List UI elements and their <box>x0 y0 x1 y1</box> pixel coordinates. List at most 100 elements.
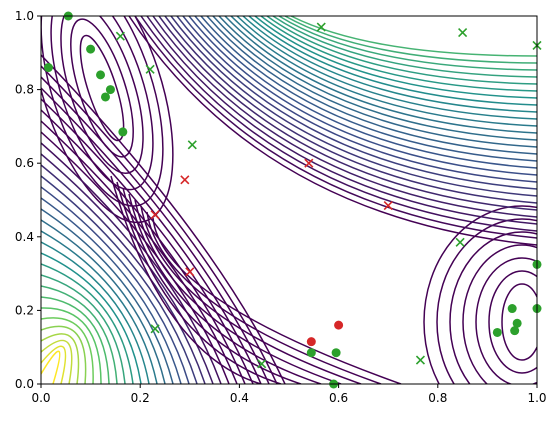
point <box>458 27 468 38</box>
contour-line <box>41 142 222 384</box>
plot-frame <box>40 15 538 385</box>
x-tick-label: 0.8 <box>428 391 447 405</box>
point <box>150 210 160 220</box>
point <box>150 324 160 334</box>
contour-line <box>41 252 142 384</box>
contour-line <box>248 16 537 106</box>
contour-line <box>41 120 238 384</box>
contour-line <box>41 274 126 384</box>
point <box>492 327 502 337</box>
contour-line <box>266 16 537 85</box>
contour-line <box>501 283 537 361</box>
contour-line <box>254 16 537 99</box>
contour-line <box>41 76 270 384</box>
contour-line <box>176 16 537 190</box>
y-tick-label: 0.2 <box>15 303 34 317</box>
contour-line <box>116 181 282 384</box>
contour-line <box>41 339 73 384</box>
point <box>512 318 522 328</box>
contour-line <box>41 164 206 384</box>
point <box>100 92 110 102</box>
point <box>118 127 128 137</box>
contour-line <box>128 193 322 384</box>
contour-line <box>41 325 87 384</box>
point <box>96 70 106 80</box>
contour-line <box>475 257 537 384</box>
y-tick-label: 0.8 <box>15 83 34 97</box>
contour-line <box>41 317 94 384</box>
y-tick-label: 1.0 <box>15 9 34 23</box>
contour-line <box>134 199 342 384</box>
contour-line <box>146 211 382 384</box>
contour-line <box>284 16 537 64</box>
contour-line <box>41 345 67 384</box>
contour-line <box>41 65 278 384</box>
point <box>316 22 326 32</box>
contour-line <box>122 187 302 384</box>
contour-line <box>146 16 537 225</box>
x-tick-label: 0.4 <box>230 391 249 405</box>
point <box>145 64 155 74</box>
point <box>86 44 96 54</box>
contour-line <box>272 16 537 78</box>
point <box>115 31 125 41</box>
contour-line <box>290 16 537 57</box>
point <box>383 200 393 211</box>
contour-line <box>128 16 537 246</box>
point <box>187 140 197 150</box>
contour-line <box>242 16 537 113</box>
contour-line <box>230 16 537 127</box>
contour-line <box>41 87 262 384</box>
contour-line <box>41 307 102 384</box>
y-tick-label: 0.4 <box>15 230 34 244</box>
contour-line <box>200 16 537 162</box>
contour-line <box>449 231 537 384</box>
contour-line <box>188 16 537 176</box>
x-tick-label: 0.2 <box>131 391 150 405</box>
contour-line <box>41 241 150 384</box>
contours <box>41 16 537 384</box>
point <box>507 304 517 314</box>
point <box>185 267 195 277</box>
contour-line <box>206 16 537 155</box>
contour-line <box>41 285 118 384</box>
point <box>415 355 426 365</box>
contour-line <box>212 16 537 148</box>
x-tick-label: 0.0 <box>31 391 50 405</box>
y-tick-label: 0.0 <box>15 377 34 391</box>
point <box>455 237 465 247</box>
point <box>257 359 267 369</box>
contour-line <box>41 54 286 384</box>
contour-line <box>236 16 537 120</box>
point <box>304 158 314 168</box>
contour-line <box>488 270 537 374</box>
contour-line <box>462 244 537 384</box>
contour-line <box>224 16 537 134</box>
point <box>510 326 520 336</box>
point <box>180 175 190 185</box>
contour-line <box>41 296 110 384</box>
x-tick-label: 1.0 <box>527 391 546 405</box>
contour-line <box>41 350 61 384</box>
contour-line <box>436 218 537 384</box>
y-tick-label: 0.6 <box>15 156 34 170</box>
contour-line <box>182 16 537 183</box>
contour-line <box>41 197 182 384</box>
contour-line <box>152 16 537 218</box>
contour-line <box>140 16 537 232</box>
contour-line <box>110 175 262 384</box>
contour-line <box>134 16 537 239</box>
point <box>306 337 316 347</box>
point <box>105 85 115 95</box>
contour-line <box>170 16 537 197</box>
contour-line <box>41 333 80 384</box>
contour-line <box>41 208 174 384</box>
contour-line <box>423 205 537 384</box>
contour-line <box>278 16 537 71</box>
marks: 0.0 0.2 0.4 0.6 0.8 1.0 0.0 0.2 0.4 0.6 0.8 1.0 <box>15 9 547 405</box>
contour-line <box>41 219 166 384</box>
point <box>334 320 344 330</box>
contour-line <box>41 230 158 384</box>
contour-line <box>194 16 537 169</box>
